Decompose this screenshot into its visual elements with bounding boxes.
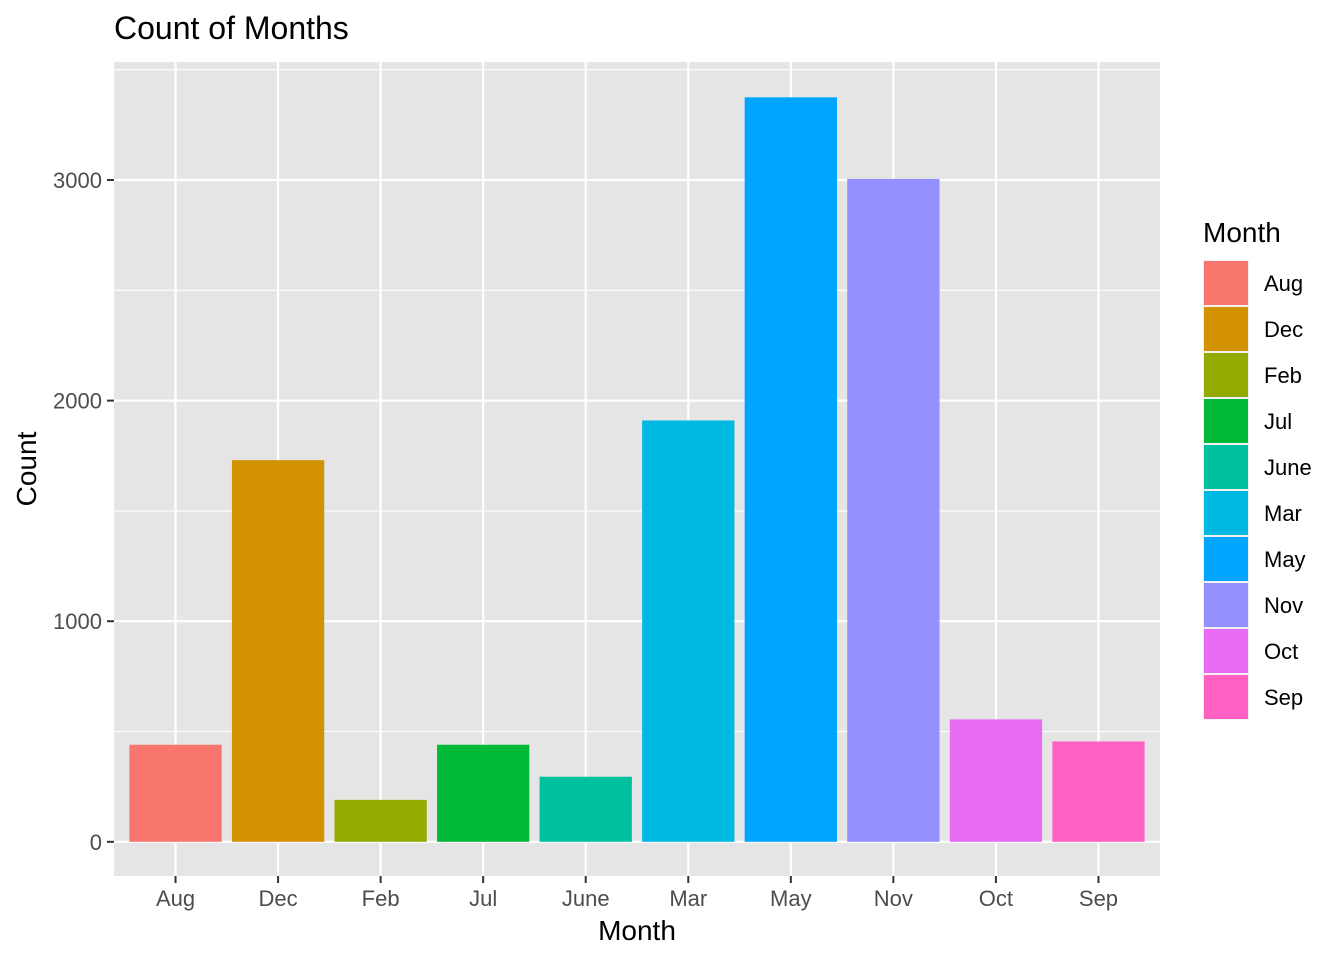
x-tick-label: Feb	[362, 886, 400, 911]
legend-key-aug	[1204, 261, 1248, 305]
x-tick-label: Jul	[469, 886, 497, 911]
bar-may	[744, 97, 837, 842]
bar-oct	[949, 719, 1043, 842]
legend-label: May	[1264, 547, 1306, 572]
x-tick-label: Mar	[669, 886, 707, 911]
legend-label: Dec	[1264, 317, 1303, 342]
legend-key-may	[1204, 537, 1248, 581]
bar-sep	[1052, 741, 1145, 842]
x-axis-title: Month	[598, 915, 676, 946]
legend-label: Nov	[1264, 593, 1303, 618]
chart-title: Count of Months	[114, 10, 349, 46]
y-tick-label: 2000	[53, 389, 102, 414]
legend-title: Month	[1203, 217, 1281, 248]
bar-aug	[129, 744, 222, 842]
legend: Month Aug Dec Feb Jul June Mar May Nov Oct Sep	[1203, 217, 1312, 720]
bars	[129, 97, 1145, 842]
x-tick-label: May	[770, 886, 812, 911]
x-axis: Aug Dec Feb Jul June Mar May Nov Oct Sep	[156, 876, 1118, 911]
x-tick-label: June	[562, 886, 610, 911]
legend-key-oct	[1204, 629, 1248, 673]
legend-label: Sep	[1264, 685, 1303, 710]
y-tick-label: 1000	[53, 609, 102, 634]
bar-feb	[334, 799, 427, 842]
legend-key-dec	[1204, 307, 1248, 351]
bar-mar	[642, 420, 735, 842]
y-axis-title: Count	[11, 431, 42, 506]
x-tick-label: Nov	[874, 886, 913, 911]
y-axis: 0 1000 2000 3000	[53, 168, 114, 855]
x-tick-label: Sep	[1079, 886, 1118, 911]
y-tick-label: 0	[90, 830, 102, 855]
legend-key-june	[1204, 445, 1248, 489]
legend-label: Jul	[1264, 409, 1292, 434]
x-tick-label: Dec	[259, 886, 298, 911]
bar-nov	[847, 178, 940, 842]
legend-key-sep	[1204, 675, 1248, 719]
legend-key-nov	[1204, 583, 1248, 627]
legend-key-mar	[1204, 491, 1248, 535]
legend-label: June	[1264, 455, 1312, 480]
x-tick-label: Oct	[979, 886, 1013, 911]
y-tick-label: 3000	[53, 168, 102, 193]
legend-label: Oct	[1264, 639, 1298, 664]
legend-label: Mar	[1264, 501, 1302, 526]
bar-june	[539, 776, 632, 842]
bar-jul	[437, 744, 530, 842]
legend-key-feb	[1204, 353, 1248, 397]
x-tick-label: Aug	[156, 886, 195, 911]
bar-dec	[231, 460, 325, 842]
legend-key-jul	[1204, 399, 1248, 443]
legend-label: Feb	[1264, 363, 1302, 388]
legend-label: Aug	[1264, 271, 1303, 296]
